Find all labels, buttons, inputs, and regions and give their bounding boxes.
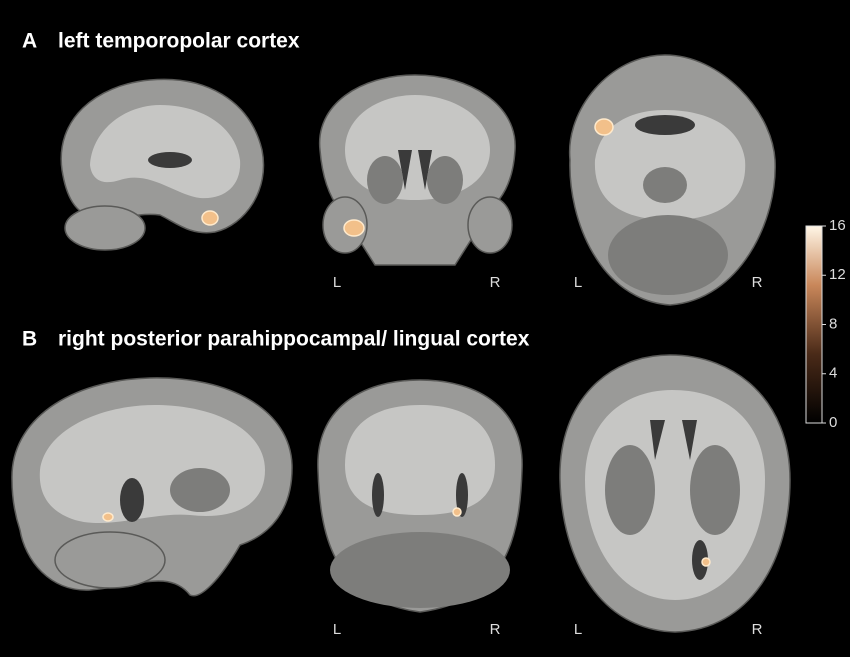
panel-label: B bbox=[22, 328, 37, 351]
brain-coronal bbox=[318, 380, 522, 612]
colorbar-tick-label: 0 bbox=[829, 414, 837, 431]
orientation-label: L bbox=[574, 274, 582, 291]
panel-label: A bbox=[22, 30, 37, 53]
orientation-label: R bbox=[490, 274, 501, 291]
orientation-label: R bbox=[752, 621, 763, 638]
brain-axial bbox=[560, 355, 790, 632]
orientation-label: L bbox=[574, 621, 582, 638]
orientation-label: R bbox=[752, 274, 763, 291]
colorbar bbox=[806, 226, 822, 423]
panel-title: left temporopolar cortex bbox=[58, 30, 300, 53]
panel-title: right posterior parahippocampal/ lingual… bbox=[58, 328, 530, 351]
figure: A left temporopolar cortex B right poste… bbox=[0, 0, 850, 657]
colorbar-tick-label: 16 bbox=[829, 217, 846, 234]
orientation-label: L bbox=[333, 621, 341, 638]
colorbar-tick-label: 8 bbox=[829, 315, 837, 332]
orientation-label: L bbox=[333, 274, 341, 291]
colorbar-tick-label: 4 bbox=[829, 365, 837, 382]
brain-coronal bbox=[320, 75, 516, 265]
colorbar-tick-label: 12 bbox=[829, 266, 846, 283]
orientation-label: R bbox=[490, 621, 501, 638]
